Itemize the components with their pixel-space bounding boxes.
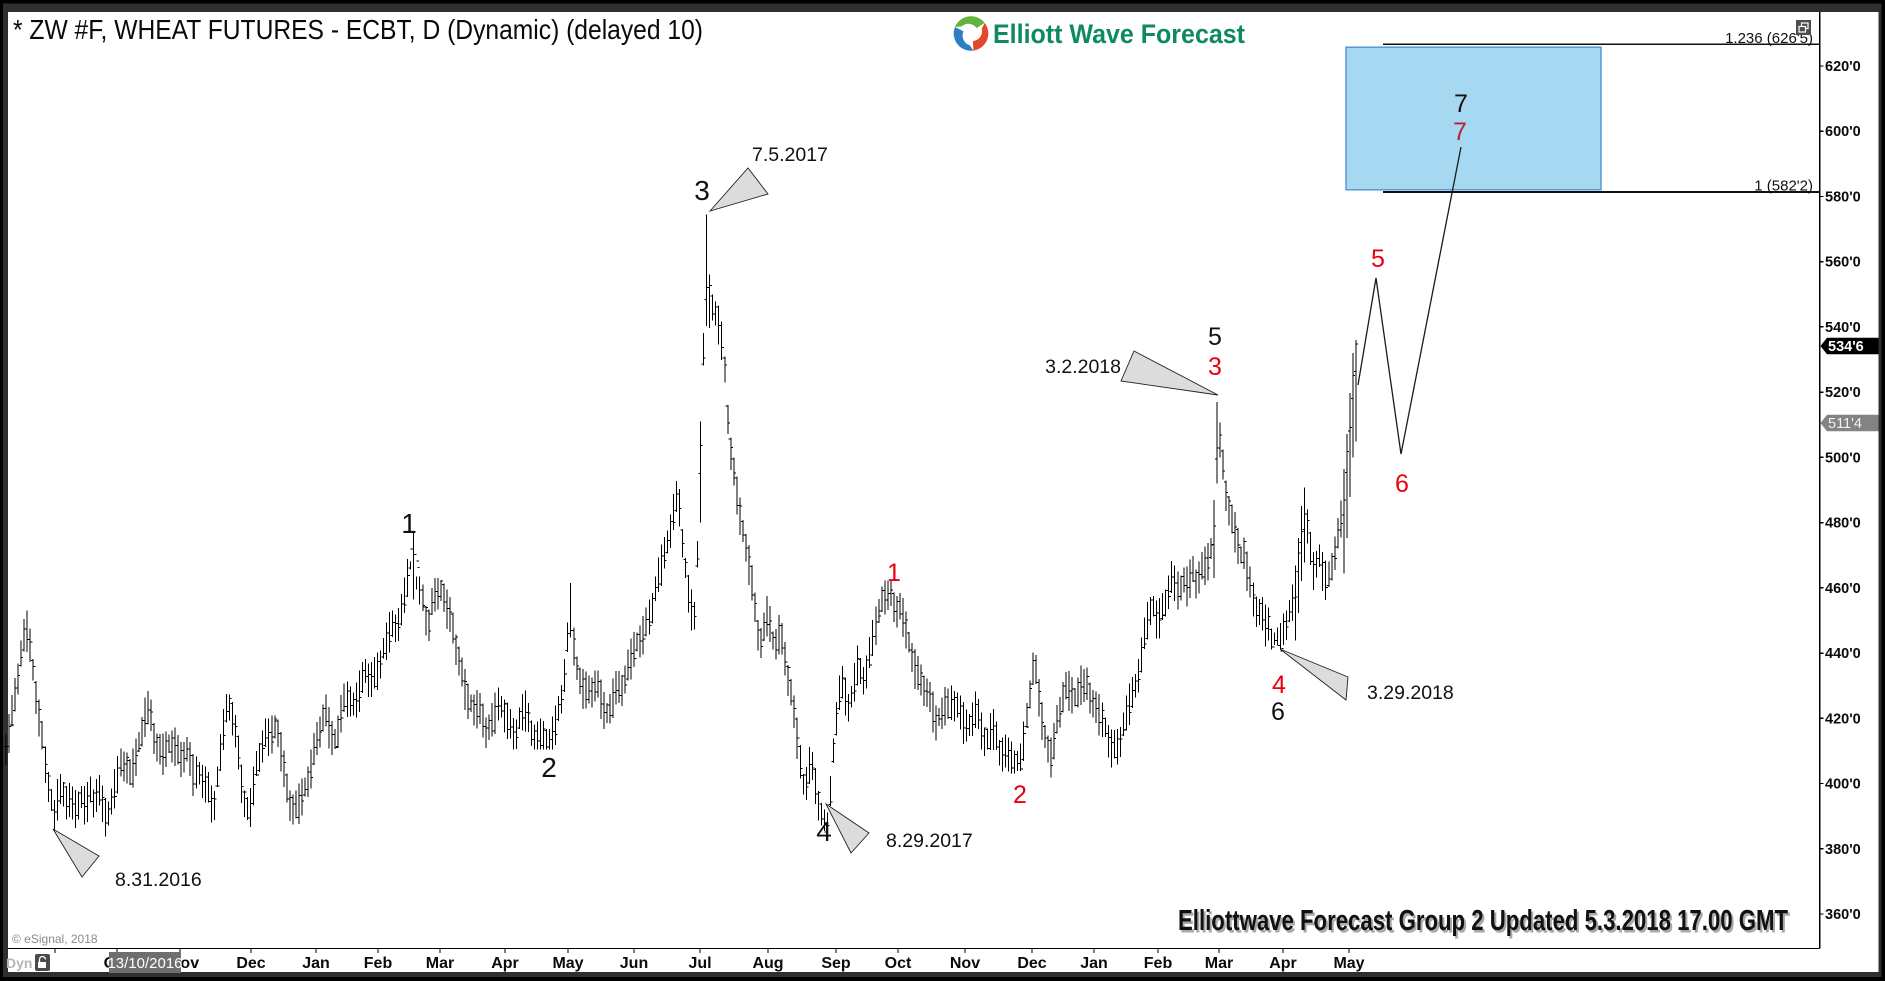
- svg-text:Feb: Feb: [364, 955, 393, 972]
- svg-text:380'0: 380'0: [1825, 842, 1861, 858]
- svg-text:8.29.2017: 8.29.2017: [886, 830, 973, 852]
- svg-text:May: May: [552, 955, 583, 972]
- svg-text:7: 7: [1454, 90, 1468, 118]
- svg-text:May: May: [1333, 955, 1364, 972]
- svg-text:13/10/2016: 13/10/2016: [107, 955, 182, 972]
- svg-text:5: 5: [1208, 323, 1222, 351]
- svg-text:Nov: Nov: [950, 955, 980, 972]
- svg-text:4: 4: [1272, 671, 1286, 699]
- svg-text:Apr: Apr: [491, 955, 519, 972]
- svg-text:360'0: 360'0: [1825, 907, 1861, 923]
- svg-text:1: 1: [887, 559, 901, 587]
- svg-text:540'0: 540'0: [1825, 320, 1861, 336]
- svg-text:3: 3: [1208, 353, 1222, 381]
- svg-text:560'0: 560'0: [1825, 255, 1861, 271]
- svg-text:400'0: 400'0: [1825, 777, 1861, 793]
- svg-text:440'0: 440'0: [1825, 646, 1861, 662]
- svg-text:6: 6: [1395, 470, 1409, 498]
- svg-text:460'0: 460'0: [1825, 581, 1861, 597]
- svg-text:Feb: Feb: [1144, 955, 1173, 972]
- svg-text:Jan: Jan: [302, 955, 330, 972]
- svg-text:Dec: Dec: [1017, 955, 1046, 972]
- svg-text:Oct: Oct: [885, 955, 912, 972]
- svg-text:520'0: 520'0: [1825, 385, 1861, 401]
- svg-text:Jan: Jan: [1080, 955, 1108, 972]
- svg-text:Jul: Jul: [688, 955, 711, 972]
- svg-text:8.31.2016: 8.31.2016: [115, 869, 202, 891]
- svg-text:Sep: Sep: [821, 955, 851, 972]
- svg-text:2: 2: [1013, 781, 1027, 809]
- svg-text:Apr: Apr: [1269, 955, 1297, 972]
- svg-text:Elliott Wave Forecast: Elliott Wave Forecast: [993, 19, 1245, 49]
- svg-text:1: 1: [401, 508, 417, 539]
- svg-text:Dec: Dec: [236, 955, 265, 972]
- svg-text:580'0: 580'0: [1825, 190, 1861, 206]
- svg-text:Mar: Mar: [426, 955, 454, 972]
- svg-text:534'6: 534'6: [1828, 339, 1864, 355]
- svg-text:Dyn: Dyn: [6, 955, 32, 971]
- svg-text:Jun: Jun: [620, 955, 648, 972]
- svg-text:6: 6: [1271, 698, 1285, 726]
- svg-text:3: 3: [694, 175, 710, 206]
- svg-text:7.5.2017: 7.5.2017: [752, 144, 828, 166]
- svg-text:511'4: 511'4: [1828, 416, 1862, 432]
- svg-text:Elliottwave Forecast Group 2 U: Elliottwave Forecast Group 2 Updated 5.3…: [1180, 908, 1790, 940]
- svg-text:Elliottwave Forecast Group 2 U: Elliottwave Forecast Group 2 Updated 5.3…: [1178, 905, 1788, 937]
- svg-text:620'0: 620'0: [1825, 59, 1861, 75]
- svg-text:7: 7: [1453, 118, 1467, 146]
- svg-text:3.2.2018: 3.2.2018: [1045, 356, 1121, 378]
- svg-text:5: 5: [1371, 245, 1385, 273]
- svg-text:* ZW #F, WHEAT FUTURES - ECBT,: * ZW #F, WHEAT FUTURES - ECBT, D (Dynami…: [13, 14, 703, 45]
- svg-text:© eSignal, 2018: © eSignal, 2018: [12, 932, 98, 946]
- svg-text:Aug: Aug: [752, 955, 783, 972]
- svg-text:Mar: Mar: [1205, 955, 1233, 972]
- svg-text:600'0: 600'0: [1825, 124, 1861, 140]
- svg-text:2: 2: [541, 752, 557, 783]
- svg-text:1 (582'2): 1 (582'2): [1754, 178, 1813, 195]
- svg-text:500'0: 500'0: [1825, 450, 1861, 466]
- svg-text:480'0: 480'0: [1825, 516, 1861, 532]
- svg-text:3.29.2018: 3.29.2018: [1367, 682, 1454, 704]
- svg-text:1.236 (626'5): 1.236 (626'5): [1725, 30, 1813, 47]
- svg-text:420'0: 420'0: [1825, 711, 1861, 727]
- svg-text:4: 4: [816, 816, 832, 847]
